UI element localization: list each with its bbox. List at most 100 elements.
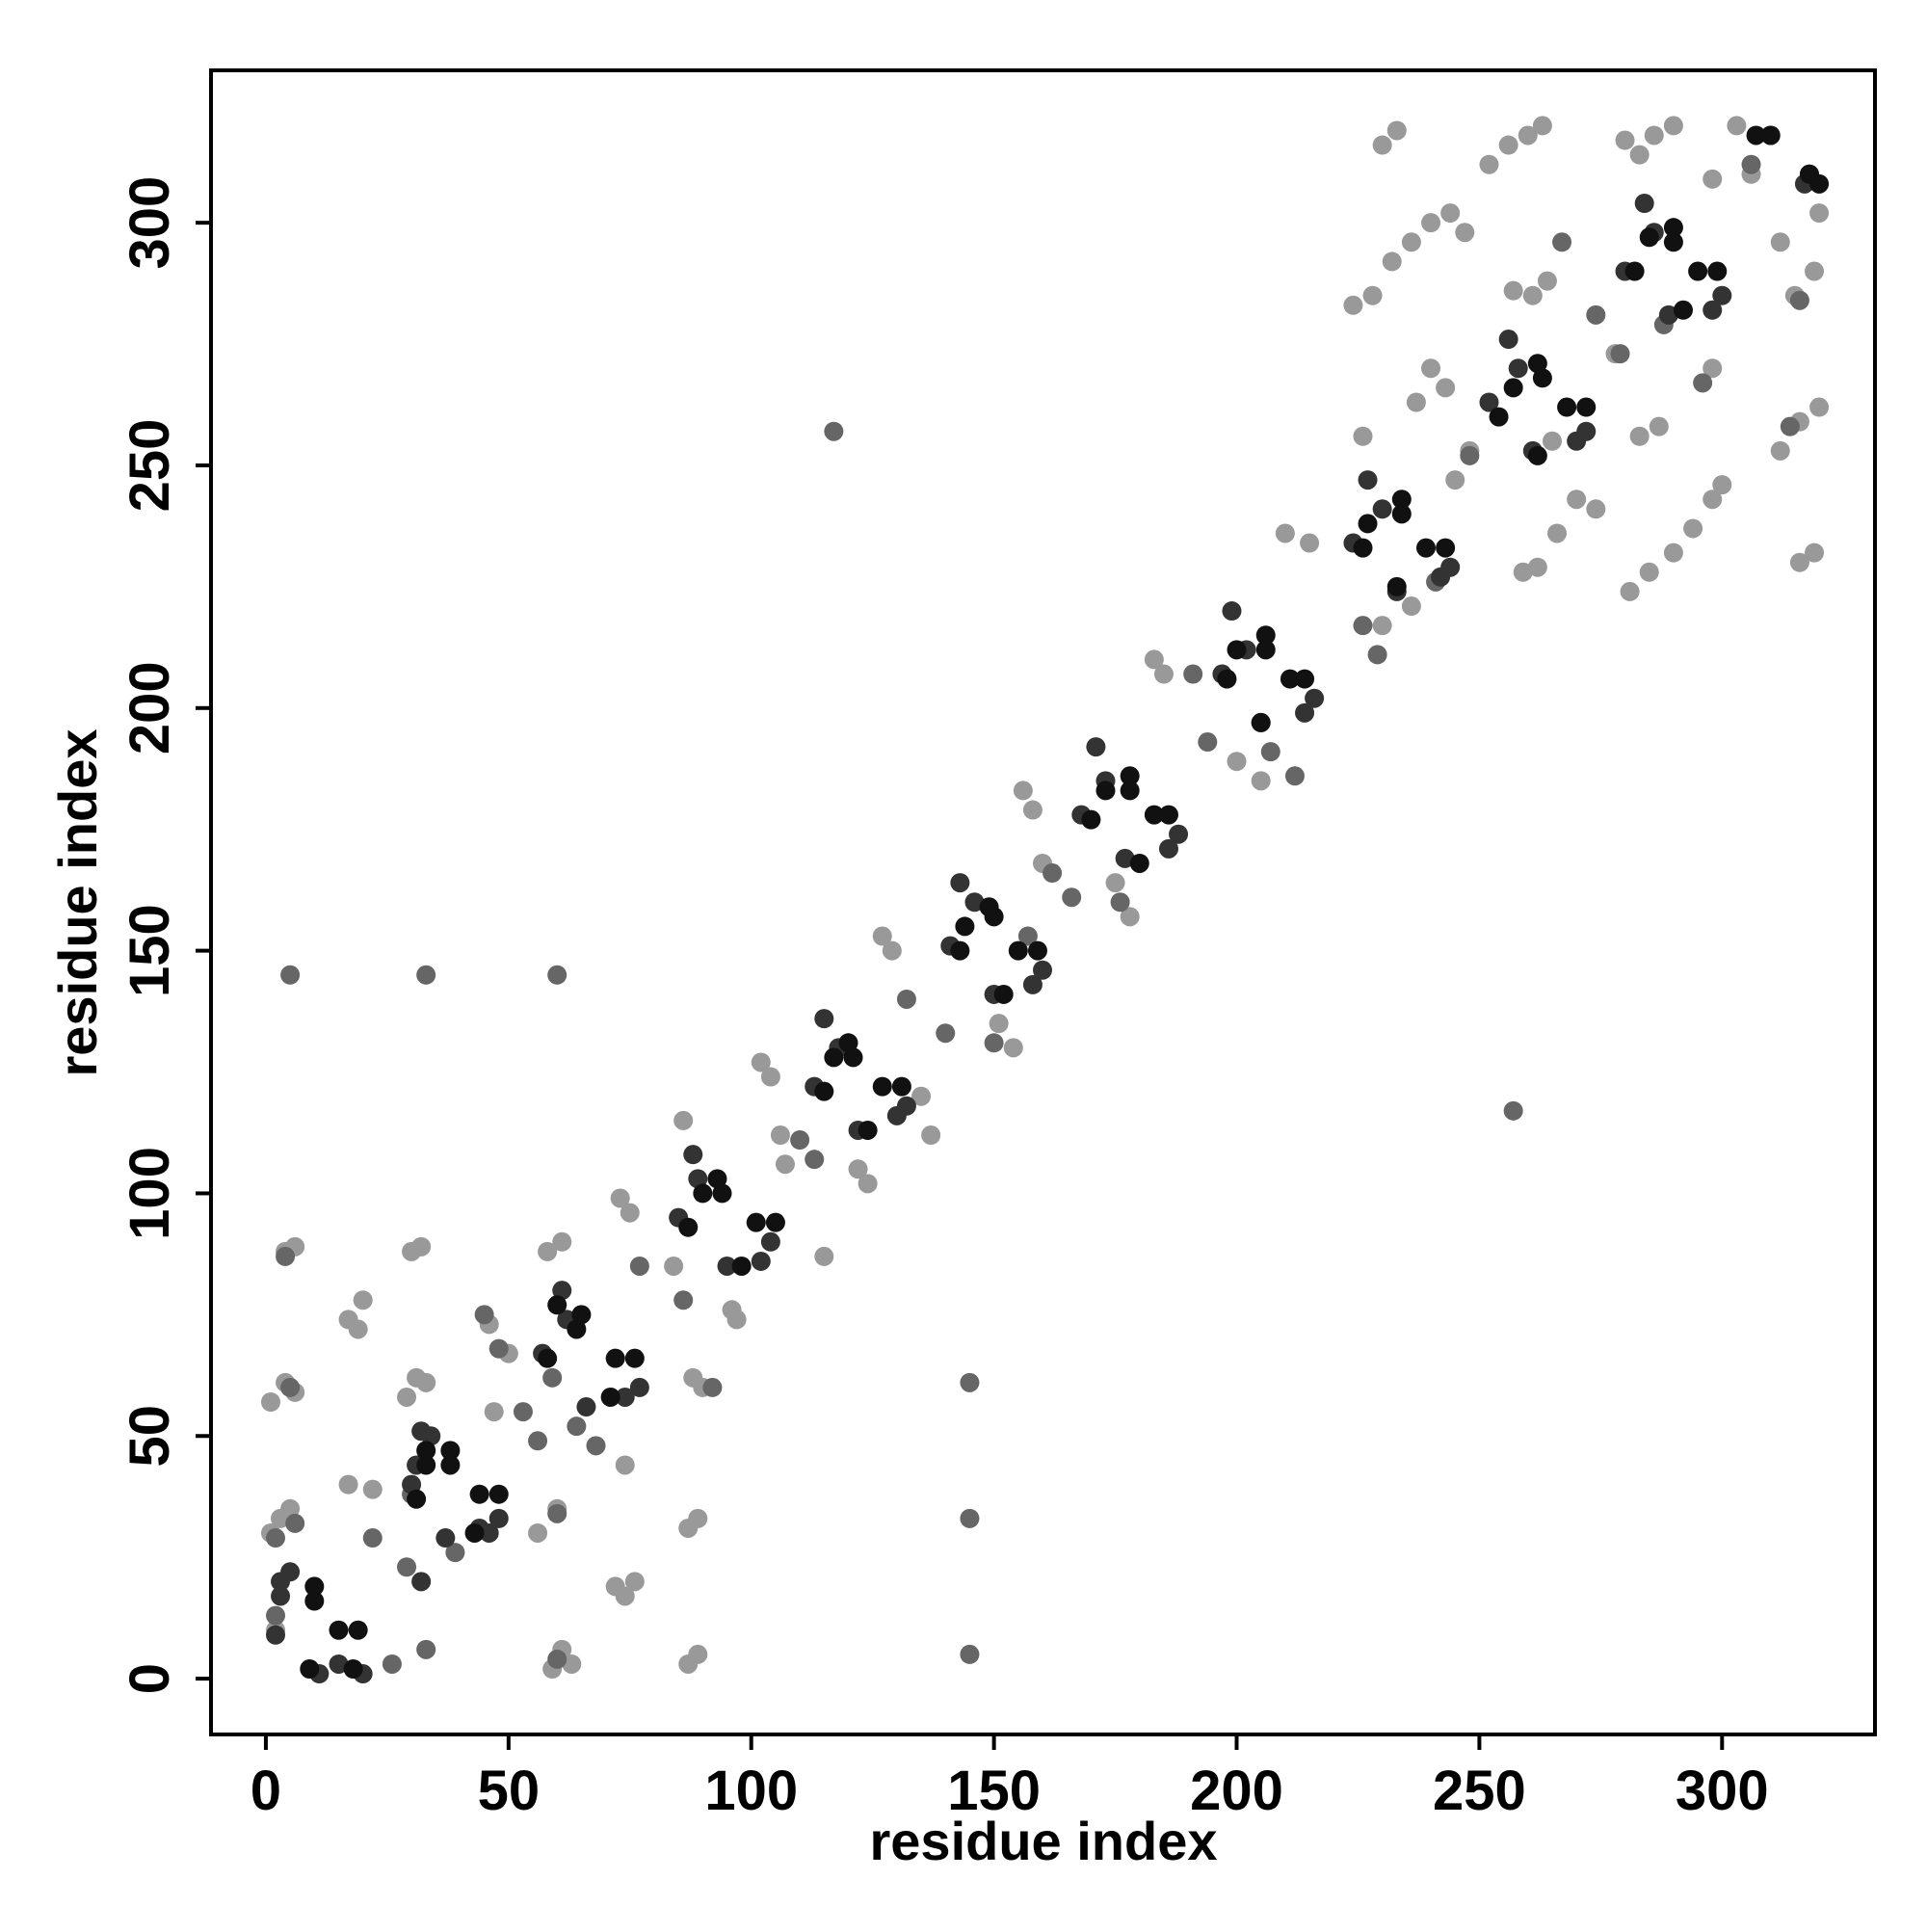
point xyxy=(1629,145,1650,165)
point xyxy=(280,1562,301,1582)
point xyxy=(1532,116,1552,136)
point xyxy=(1809,173,1830,194)
point xyxy=(683,1367,703,1388)
point xyxy=(688,1508,708,1528)
x-tick-label: 100 xyxy=(704,1760,798,1822)
point xyxy=(805,1150,825,1170)
point xyxy=(891,1076,911,1097)
point xyxy=(624,1348,645,1368)
point xyxy=(1586,499,1606,519)
point xyxy=(397,1387,417,1407)
point xyxy=(673,1290,694,1310)
point xyxy=(488,1338,509,1359)
point xyxy=(338,1474,358,1495)
point xyxy=(513,1402,533,1422)
point xyxy=(1789,290,1809,310)
point xyxy=(421,1426,441,1446)
point xyxy=(1707,261,1728,281)
point xyxy=(1358,470,1378,490)
point xyxy=(610,1188,630,1208)
point xyxy=(586,1436,606,1456)
point xyxy=(1760,125,1781,146)
point xyxy=(1479,154,1499,174)
point xyxy=(1518,125,1538,146)
point xyxy=(382,1654,402,1674)
point xyxy=(678,1217,699,1237)
point xyxy=(1391,504,1412,524)
point xyxy=(1770,232,1790,252)
y-tick-label: 200 xyxy=(119,661,181,754)
point xyxy=(673,1110,694,1130)
point xyxy=(848,1159,868,1179)
point xyxy=(552,1231,572,1252)
point xyxy=(1703,490,1723,510)
point xyxy=(1343,295,1363,315)
point xyxy=(547,965,568,985)
point xyxy=(814,1246,834,1266)
point xyxy=(688,1644,708,1664)
point xyxy=(1115,848,1135,868)
point xyxy=(304,1576,325,1597)
point xyxy=(1255,640,1276,660)
point xyxy=(329,1654,349,1674)
point xyxy=(285,1513,305,1533)
point xyxy=(605,1348,625,1368)
point xyxy=(1479,392,1499,412)
point xyxy=(751,1052,771,1072)
point xyxy=(858,1120,878,1140)
point xyxy=(1043,863,1063,884)
point xyxy=(1712,285,1732,305)
point xyxy=(993,984,1014,1004)
point xyxy=(1003,1038,1023,1058)
point xyxy=(872,926,892,946)
point xyxy=(1227,640,1247,660)
point xyxy=(1013,781,1033,801)
point xyxy=(1513,562,1533,582)
x-axis-label: residue index xyxy=(869,1811,1217,1871)
point xyxy=(712,1183,732,1204)
point xyxy=(567,1416,587,1437)
point xyxy=(1372,499,1392,519)
x-tick-label: 0 xyxy=(251,1760,281,1822)
point xyxy=(1644,125,1664,146)
point xyxy=(921,1125,941,1145)
point xyxy=(1353,426,1373,446)
point xyxy=(1663,232,1683,252)
point xyxy=(1809,397,1830,417)
point xyxy=(1780,416,1800,437)
point xyxy=(664,1256,684,1276)
point xyxy=(702,1377,723,1397)
point xyxy=(824,1047,844,1068)
y-tick-label: 0 xyxy=(119,1663,181,1694)
point xyxy=(402,1241,422,1261)
point xyxy=(571,1305,592,1325)
point xyxy=(329,1620,349,1640)
point xyxy=(1703,300,1723,320)
point xyxy=(348,1620,368,1640)
point xyxy=(1022,800,1043,820)
point xyxy=(1741,154,1761,174)
point xyxy=(683,1145,703,1165)
point xyxy=(911,1086,932,1106)
y-tick-label: 100 xyxy=(119,1147,181,1240)
point xyxy=(348,1319,368,1339)
point xyxy=(790,1130,810,1151)
point xyxy=(1217,669,1237,689)
plot-frame xyxy=(209,68,1877,1736)
point xyxy=(1353,616,1373,636)
point xyxy=(1649,416,1669,437)
point xyxy=(882,940,902,961)
point xyxy=(1445,470,1465,490)
point xyxy=(858,1174,878,1194)
point xyxy=(1663,543,1683,563)
point xyxy=(266,1625,286,1645)
point xyxy=(717,1256,737,1276)
point xyxy=(1081,809,1101,830)
y-tick-label: 250 xyxy=(119,419,181,513)
point xyxy=(1503,280,1523,301)
point xyxy=(1260,742,1280,762)
point xyxy=(440,1441,461,1461)
point xyxy=(1489,407,1509,427)
point xyxy=(445,1543,465,1563)
